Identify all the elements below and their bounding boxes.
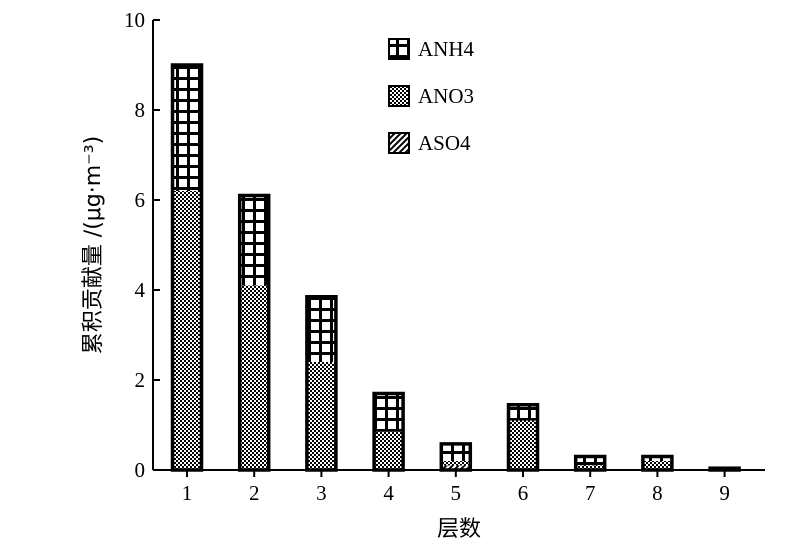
bar-outline bbox=[372, 391, 405, 472]
bar-segment-aso4 bbox=[441, 465, 471, 470]
y-tick-label: 10 bbox=[124, 8, 145, 32]
bar-outline bbox=[573, 454, 607, 472]
x-axis-title: 层数 bbox=[437, 517, 481, 542]
legend-swatch bbox=[388, 132, 410, 154]
legend-label: ANO3 bbox=[418, 84, 474, 108]
bar-segment-anh4 bbox=[306, 296, 336, 362]
bar-stack bbox=[372, 391, 405, 472]
x-tick-label: 3 bbox=[316, 481, 327, 505]
legend-swatch bbox=[388, 85, 410, 107]
bar-segment-anh4 bbox=[508, 404, 538, 421]
bar-segment-anh4 bbox=[374, 393, 404, 432]
bar-outline bbox=[237, 193, 271, 472]
bar-segment-anh4 bbox=[172, 65, 202, 191]
bar-outline bbox=[305, 295, 338, 472]
bar-outline bbox=[506, 403, 540, 472]
legend-item-ano3: ANO3 bbox=[388, 84, 474, 108]
x-tick-label: 2 bbox=[249, 481, 260, 505]
bar-segment-ano3 bbox=[441, 461, 471, 466]
bar-segment-anh4 bbox=[642, 456, 672, 461]
x-ticks: 1 2 3 4 5 6 7 8 9 bbox=[182, 470, 730, 505]
bar-stack bbox=[237, 193, 271, 472]
y-tick-label: 8 bbox=[135, 98, 146, 122]
bar-segment-ano3 bbox=[374, 431, 404, 470]
y-axis-title: 累积贡献量 /(μg·m⁻³) bbox=[81, 136, 106, 354]
bar-outline bbox=[170, 63, 204, 472]
bar-outline bbox=[439, 442, 473, 472]
y-ticks: 0 2 4 6 8 10 bbox=[124, 8, 160, 482]
bar-outline bbox=[641, 454, 674, 472]
bar-stack bbox=[170, 63, 204, 472]
y-tick-label: 4 bbox=[135, 278, 146, 302]
bar-stack bbox=[641, 454, 674, 472]
bar-segment-anh4 bbox=[575, 456, 605, 466]
bar-stack bbox=[708, 466, 741, 472]
y-tick-label: 6 bbox=[135, 188, 146, 212]
bar-segment-ano3 bbox=[508, 420, 538, 470]
legend-label: ANH4 bbox=[418, 37, 474, 61]
x-tick-label: 7 bbox=[585, 481, 596, 505]
legend-label: ASO4 bbox=[418, 131, 471, 155]
bar-segment-ano3 bbox=[172, 191, 202, 470]
x-tick-label: 5 bbox=[451, 481, 462, 505]
legend-item-anh4: ANH4 bbox=[388, 37, 474, 61]
bar-segment-ano3 bbox=[239, 285, 269, 470]
y-tick-label: 0 bbox=[135, 458, 146, 482]
bar-stack bbox=[439, 442, 473, 472]
bar-stack bbox=[506, 403, 540, 472]
legend: ANH4 ANO3 ASO4 bbox=[388, 37, 474, 155]
bar-segment-ano3 bbox=[575, 465, 605, 470]
bars bbox=[170, 63, 741, 472]
bar-segment-anh4 bbox=[441, 443, 471, 461]
legend-item-aso4: ASO4 bbox=[388, 131, 471, 155]
x-tick-label: 8 bbox=[652, 481, 663, 505]
bar-outline bbox=[708, 466, 741, 472]
y-tick-label: 2 bbox=[135, 368, 146, 392]
x-tick-label: 9 bbox=[719, 481, 730, 505]
bar-segment-ano3 bbox=[306, 362, 336, 470]
bar-stack bbox=[573, 454, 607, 472]
bar-segment-anh4 bbox=[239, 195, 269, 286]
bar-stack bbox=[305, 295, 338, 472]
x-tick-label: 1 bbox=[182, 481, 193, 505]
x-tick-label: 6 bbox=[518, 481, 529, 505]
legend-swatch bbox=[388, 38, 410, 60]
x-tick-label: 4 bbox=[383, 481, 394, 505]
bar-segment-ano3 bbox=[642, 461, 672, 470]
